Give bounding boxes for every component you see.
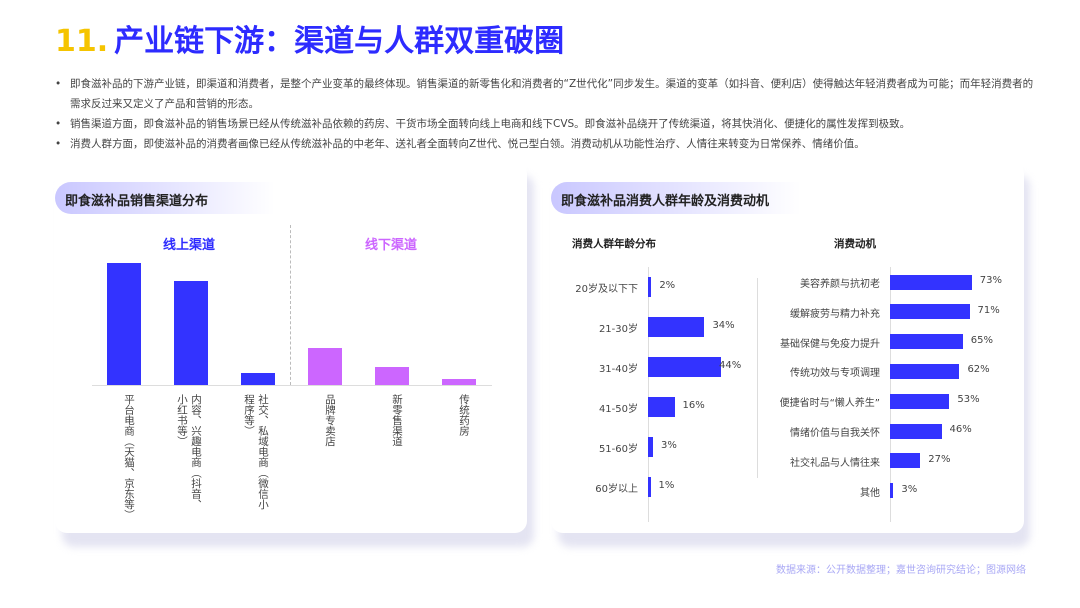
channel-label: 品牌专卖店 bbox=[295, 394, 337, 519]
age-label: 21-30岁 bbox=[598, 324, 638, 335]
channel-label-text: 新零售渠道 bbox=[391, 394, 403, 447]
age-value: 3% bbox=[660, 440, 677, 451]
motive-bar bbox=[890, 304, 970, 320]
channel-divider bbox=[290, 225, 291, 385]
motive-bar bbox=[890, 274, 972, 290]
motive-label: 便捷省时与“懒人养生” bbox=[779, 398, 880, 410]
bullet-text: 销售渠道方面，即食滋补品的销售场景已经从传统滋补品依赖的药房、干货市场全面转向线… bbox=[70, 118, 911, 130]
age-label: 51-60岁 bbox=[598, 444, 638, 455]
motive-bar bbox=[890, 453, 921, 469]
age-title: 消费人群年龄分布 bbox=[572, 238, 656, 250]
title-number: 11. bbox=[55, 24, 109, 59]
age-axis bbox=[648, 267, 649, 522]
card-header: 即食滋补品销售渠道分布 bbox=[55, 182, 275, 214]
channel-bar bbox=[308, 348, 342, 385]
motive-value: 62% bbox=[967, 364, 990, 376]
channel-bar bbox=[174, 281, 208, 385]
source-note: 数据来源：公开数据整理；嘉世咨询研究结论；图源网络 bbox=[776, 565, 1026, 576]
offline-label: 线下渠道 bbox=[365, 238, 418, 253]
motive-label: 情绪价值与自我关怀 bbox=[790, 428, 880, 439]
page-title: 11. 产业链下游：渠道与人群双重破圈 bbox=[55, 16, 564, 60]
bullet-2: 销售渠道方面，即食滋补品的销售场景已经从传统滋补品依赖的药房、干货市场全面转向线… bbox=[55, 114, 1040, 134]
age-value: 34% bbox=[712, 320, 735, 331]
motive-bar bbox=[890, 423, 942, 439]
bullet-text: 即食滋补品的下游产业链，即渠道和消费者，是整个产业变革的最终体现。销售渠道的新零… bbox=[70, 78, 1034, 110]
channel-label-text: 传统药房 bbox=[458, 394, 470, 436]
title-text: 产业链下游：渠道与人群双重破圈 bbox=[114, 24, 565, 59]
channel-bar bbox=[107, 263, 141, 385]
motive-value: 71% bbox=[977, 304, 1000, 316]
motive-value: 65% bbox=[970, 334, 994, 346]
motive-title: 消费动机 bbox=[834, 238, 876, 250]
age-value: 16% bbox=[682, 400, 705, 411]
age-bar bbox=[648, 317, 705, 337]
motive-bar bbox=[890, 363, 960, 379]
channel-axis bbox=[92, 385, 492, 386]
motive-value: 27% bbox=[928, 453, 951, 465]
motive-label: 美容养颜与抗初老 bbox=[800, 279, 880, 290]
channel-bar bbox=[442, 378, 476, 385]
motive-bar bbox=[890, 483, 894, 499]
age-label: 41-50岁 bbox=[598, 404, 638, 415]
motive-label: 基础保健与免疫力提升 bbox=[780, 338, 880, 350]
bullet-1: 即食滋补品的下游产业链，即渠道和消费者，是整个产业变革的最终体现。销售渠道的新零… bbox=[55, 74, 1040, 114]
motive-label: 缓解疲劳与精力补充 bbox=[790, 308, 880, 320]
motive-bar bbox=[890, 393, 950, 409]
chart-divider bbox=[757, 278, 758, 478]
age-bar bbox=[648, 477, 651, 497]
card-header: 即食滋补品消费人群年龄及消费动机 bbox=[551, 182, 801, 214]
channel-bar bbox=[375, 366, 409, 385]
channel-label-text: 平台电商（天猫、京东等） bbox=[123, 394, 135, 520]
bullet-3: 消费人群方面，即使滋补品的消费者画像已经从传统滋补品的中老年、送礼者全面转向Z世… bbox=[55, 134, 1040, 154]
motive-label: 社交礼品与人情往来 bbox=[790, 457, 880, 469]
age-bar bbox=[648, 397, 675, 417]
channel-bar bbox=[241, 372, 275, 385]
age-value: 1% bbox=[658, 480, 675, 491]
age-value: 44% bbox=[719, 360, 742, 371]
age-label: 60岁以上 bbox=[595, 484, 638, 495]
age-bar bbox=[648, 277, 652, 297]
motive-label: 其他 bbox=[860, 487, 880, 499]
age-label: 31-40岁 bbox=[598, 364, 638, 375]
channel-label: 内容、兴趣电商（抖音、小红书等） bbox=[161, 394, 203, 519]
channel-label-text: 品牌专卖店 bbox=[324, 394, 336, 447]
channel-label: 平台电商（天猫、京东等） bbox=[94, 394, 136, 520]
motive-value: 3% bbox=[901, 483, 918, 495]
motive-value: 53% bbox=[957, 394, 980, 406]
channel-label: 社交、私域电商（微信小程序等） bbox=[228, 394, 270, 519]
motive-label: 传统功效与专项调理 bbox=[790, 368, 880, 380]
motive-value: 46% bbox=[949, 424, 972, 435]
age-label: 20岁及以下下 bbox=[575, 284, 638, 295]
bullet-text: 消费人群方面，即使滋补品的消费者画像已经从传统滋补品的中老年、送礼者全面转向Z世… bbox=[70, 138, 865, 150]
age-bar bbox=[648, 357, 722, 377]
channel-label-text: 内容、兴趣电商（抖音、小红书等） bbox=[176, 394, 202, 510]
channel-label: 新零售渠道 bbox=[362, 394, 404, 519]
online-label: 线上渠道 bbox=[163, 238, 216, 253]
channel-label-text: 社交、私域电商（微信小程序等） bbox=[243, 394, 269, 510]
motive-value: 73% bbox=[979, 275, 1002, 286]
channel-label: 传统药房 bbox=[429, 394, 471, 519]
age-bar bbox=[648, 437, 653, 457]
age-value: 2% bbox=[659, 280, 676, 291]
motive-bar bbox=[890, 334, 963, 350]
